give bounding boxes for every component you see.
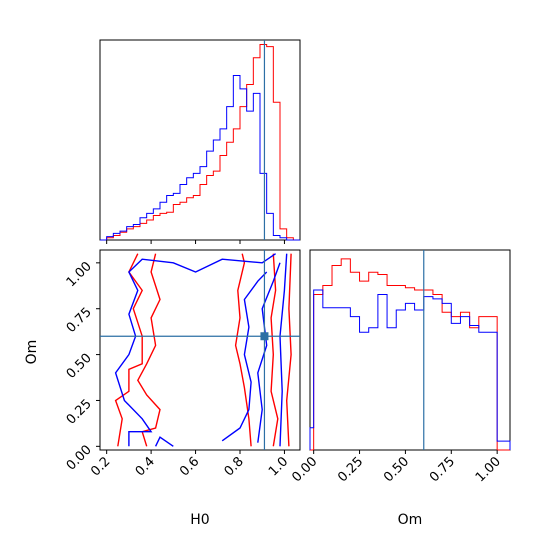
contour-x-tick-label: 0.4: [133, 454, 158, 479]
contour-y-tick-label: 0.50: [64, 351, 95, 382]
contour-x-tick-label: 1.0: [266, 454, 291, 479]
contour-truth-marker: [260, 332, 269, 341]
h0-om-contour-panel: 0.2 0.4 0.6 0.8 1.00.000.250.500.751.00: [64, 249, 301, 479]
contour-x-tick-label: 0.2: [88, 454, 113, 479]
contour-line-red: [234, 253, 252, 447]
om-histogram-panel: 0.00 0.25 0.50 0.75 1.00: [289, 249, 511, 485]
histogram-series-blue: [100, 75, 300, 241]
h0-histogram-frame: [99, 39, 301, 241]
om-x-tick-label: 0.50: [381, 454, 412, 485]
histogram-series-blue: [309, 289, 511, 450]
x-axis-label-h0: H0: [190, 512, 209, 528]
om-x-tick-label: 0.00: [289, 454, 320, 485]
contour-line-blue: [154, 436, 174, 447]
contour-frame: [99, 249, 301, 451]
contour-line-red: [136, 253, 161, 447]
contour-line-red: [114, 253, 144, 447]
om-x-tick-label: 1.00: [473, 454, 504, 485]
contour-x-tick-label: 0.8: [222, 454, 247, 479]
contour-line-blue: [221, 271, 268, 442]
contour-y-tick-label: 0.25: [64, 397, 95, 428]
histogram-series-red: [310, 258, 510, 451]
contour-line-blue: [279, 253, 288, 447]
contour-line-red: [285, 253, 292, 447]
y-axis-label-om: Om: [24, 340, 40, 365]
contour-x-tick-label: 0.6: [177, 454, 202, 479]
h0-histogram-panel: [99, 39, 301, 244]
x-axis-label-om: Om: [398, 512, 423, 528]
contour-line-blue: [257, 262, 281, 443]
om-x-tick-label: 0.25: [335, 454, 366, 485]
contour-line-blue: [114, 253, 276, 447]
om-histogram-frame: [309, 249, 511, 451]
contour-y-tick-label: 0.75: [64, 305, 95, 336]
contour-line-red: [270, 253, 279, 447]
contour-y-tick-label: 1.00: [64, 259, 95, 290]
om-x-tick-label: 0.75: [427, 454, 458, 485]
histogram-series-red: [100, 43, 300, 241]
